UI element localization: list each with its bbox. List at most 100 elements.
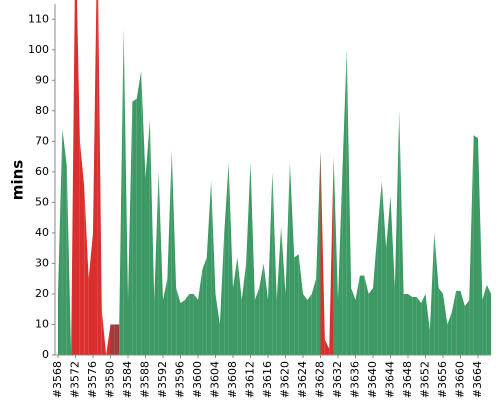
area-segment (311, 278, 317, 355)
area-segment (425, 293, 430, 355)
area-segment (381, 181, 387, 355)
x-tick-label: #3584 (121, 361, 134, 398)
y-tick-label: 20 (35, 287, 49, 300)
area-segment (189, 293, 194, 355)
area-segment (176, 287, 181, 355)
y-tick-label: 30 (35, 256, 49, 269)
area-segment (390, 196, 395, 355)
x-tick-label: #3592 (156, 361, 169, 398)
area-segment (429, 232, 435, 355)
area-segment (198, 269, 203, 355)
area-segment (184, 293, 190, 355)
area-segment (224, 162, 229, 355)
area-segment (377, 181, 382, 355)
x-tick-label: #3580 (104, 361, 117, 398)
area-segment (202, 257, 207, 355)
x-tick-label: #3636 (349, 361, 362, 398)
area-segment (215, 293, 220, 355)
x-tick-label: #3624 (296, 361, 309, 398)
area-segment (456, 290, 461, 355)
y-tick-label: 60 (35, 165, 49, 178)
x-tick-label: #3628 (314, 361, 327, 398)
area-segment (193, 293, 198, 355)
area-segment (408, 293, 413, 355)
area-segment (211, 181, 216, 355)
area-segment (206, 181, 212, 355)
area-segment (294, 254, 299, 355)
area-segment (237, 257, 242, 355)
area-segment (399, 110, 404, 355)
area-segment (324, 339, 330, 355)
area-segment (128, 101, 133, 355)
area-segment (110, 324, 115, 355)
area-segment (359, 275, 365, 355)
area-segment (342, 49, 347, 355)
area-segment (79, 141, 85, 355)
area-segment (75, 0, 80, 355)
area-segment (443, 293, 448, 355)
area-segment (158, 171, 163, 355)
area-segment (93, 0, 98, 355)
y-tick-label: 80 (35, 104, 49, 117)
area-segment (482, 284, 487, 355)
area-segment (486, 284, 492, 355)
x-tick-label: #3652 (419, 361, 432, 398)
x-tick-label: #3632 (331, 361, 344, 398)
area-segment (412, 297, 417, 355)
y-tick-label: 0 (42, 348, 49, 361)
area-segment (84, 187, 89, 355)
y-tick-label: 40 (35, 226, 49, 239)
area-segment (460, 290, 465, 355)
area-segment (307, 293, 312, 355)
area-segment (145, 119, 150, 355)
area-segment (254, 287, 260, 355)
area-segment (373, 232, 378, 355)
area-segment (123, 28, 128, 355)
x-tick-label: #3572 (69, 361, 82, 398)
x-tick-label: #3600 (191, 361, 204, 398)
area-segment (473, 135, 478, 355)
area-segment (438, 287, 443, 355)
area-segment (447, 312, 452, 355)
area-segment (106, 324, 111, 355)
area-segment (171, 150, 177, 355)
y-tick-label: 10 (35, 317, 49, 330)
area-segment (276, 226, 282, 355)
area-segment (219, 232, 225, 355)
area-segment (421, 293, 426, 355)
y-tick-label: 50 (35, 195, 49, 208)
area-segment (346, 49, 352, 355)
area-segment (246, 162, 251, 355)
area-segment (263, 263, 268, 355)
x-tick-label: #3596 (174, 361, 187, 398)
x-tick-label: #3620 (279, 361, 292, 398)
x-tick-label: #3588 (139, 361, 152, 398)
area-segment (394, 110, 400, 355)
area-segment (351, 287, 356, 355)
area-segment (97, 0, 102, 355)
x-tick-label: #3656 (436, 361, 449, 398)
area-segment (364, 275, 369, 355)
area-segment (66, 165, 72, 355)
area-segment (355, 275, 360, 355)
area-segment (88, 232, 93, 355)
area-segment (386, 196, 391, 355)
area-segment (149, 119, 155, 355)
area-segment (298, 254, 303, 355)
area-segment (119, 28, 124, 355)
x-tick-label: #3616 (261, 361, 274, 398)
area-segment (167, 150, 172, 355)
y-tick-label: 110 (28, 12, 49, 25)
area-segment (451, 290, 457, 355)
area-segment (136, 71, 142, 355)
area-segment (154, 171, 159, 355)
area-segment (333, 156, 338, 355)
area-segment (285, 162, 290, 355)
area-segment (163, 278, 168, 355)
x-tick-label: #3604 (209, 361, 222, 398)
area-segment (289, 162, 295, 355)
area-segment (329, 156, 334, 355)
x-tick-label: #3608 (226, 361, 239, 398)
area-segment (469, 135, 474, 355)
